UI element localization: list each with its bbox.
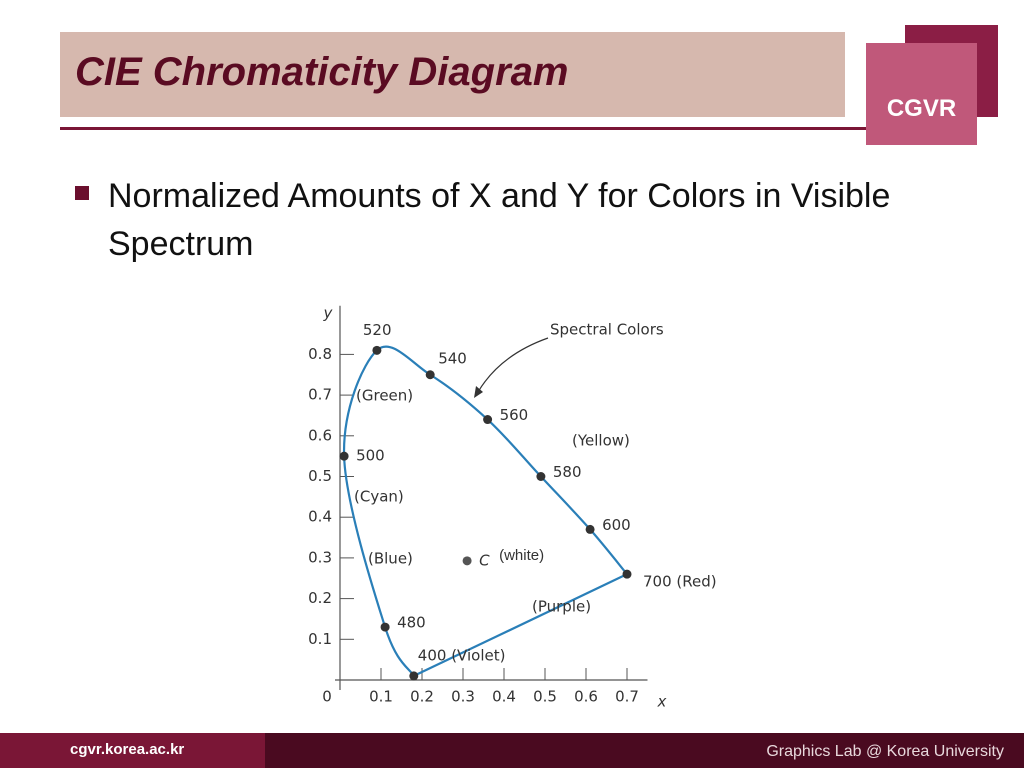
footer-right: Graphics Lab @ Korea University <box>766 743 1004 760</box>
region-label: (Purple) <box>532 598 591 616</box>
logo-front <box>866 43 977 145</box>
series-name: Spectral Colors <box>550 321 664 339</box>
y-tick-label: 0.3 <box>308 548 332 566</box>
x-tick-label: 0.5 <box>533 688 557 706</box>
region-label: (Yellow) <box>572 432 630 450</box>
region-label: (Blue) <box>368 550 413 568</box>
point-label: 400 (Violet) <box>418 646 506 664</box>
y-tick-label: 0.6 <box>308 426 332 444</box>
region-label: (Green) <box>356 387 413 405</box>
x-tick-label: 0.2 <box>410 688 434 706</box>
spectral-point <box>483 415 493 425</box>
spectral-point <box>372 345 382 355</box>
spectral-point <box>425 370 435 380</box>
white-point-name: (white) <box>499 547 544 564</box>
x-tick-label: 0.1 <box>369 688 393 706</box>
x-tick-label: 0 <box>322 688 332 706</box>
header-rule <box>60 127 866 130</box>
y-tick-label: 0.2 <box>308 589 332 607</box>
point-label: 500 <box>356 447 385 465</box>
region-label: (Cyan) <box>354 488 404 506</box>
spectral-point <box>409 671 419 681</box>
header-band <box>60 32 845 117</box>
bullet-marker <box>75 186 89 200</box>
point-label: 700 (Red) <box>643 573 717 591</box>
bullet-text: Normalized Amounts of X and Y for Colors… <box>108 177 891 263</box>
footer-left-bar <box>0 733 265 768</box>
point-label: 560 <box>500 406 529 424</box>
point-label: 600 <box>602 516 631 534</box>
title: CIE Chromaticity Diagram <box>75 50 569 94</box>
x-tick-label: 0.6 <box>574 688 598 706</box>
chart: x y 0 0.1 0.2 0.3 0.4 0.5 0.6 0.7 0.1 0.2 0.3 0.4 0.5 0… <box>308 304 717 711</box>
purple-line <box>413 573 628 677</box>
spectral-point <box>585 524 595 534</box>
x-axis-label: x <box>657 693 667 711</box>
logo-text: CGVR <box>886 95 957 122</box>
x-tick-label: 0.4 <box>492 688 516 706</box>
point-label: 580 <box>553 463 582 481</box>
spectral-point <box>622 569 632 579</box>
spectral-locus <box>342 345 628 677</box>
arrow-head <box>474 386 483 398</box>
y-tick-label: 0.8 <box>308 345 332 363</box>
y-axis-label: y <box>323 304 334 322</box>
point-label: 520 <box>363 321 392 339</box>
point-label: 480 <box>397 614 426 632</box>
spectral-point <box>380 622 390 632</box>
spectral-point <box>339 451 349 461</box>
x-tick-label: 0.3 <box>451 688 475 706</box>
white-point <box>462 556 472 566</box>
x-tick-label: 0.7 <box>615 688 639 706</box>
spectral-point <box>536 472 546 481</box>
y-tick-label: 0.4 <box>308 508 332 526</box>
y-tick-label: 0.1 <box>308 630 332 648</box>
y-tick-label: 0.5 <box>308 467 332 485</box>
footer-left: cgvr.korea.ac.kr <box>70 741 185 758</box>
point-label: 540 <box>438 349 467 367</box>
white-point-label: C <box>479 551 490 569</box>
y-tick-label: 0.7 <box>308 386 332 404</box>
annotation-arrow <box>477 337 549 393</box>
